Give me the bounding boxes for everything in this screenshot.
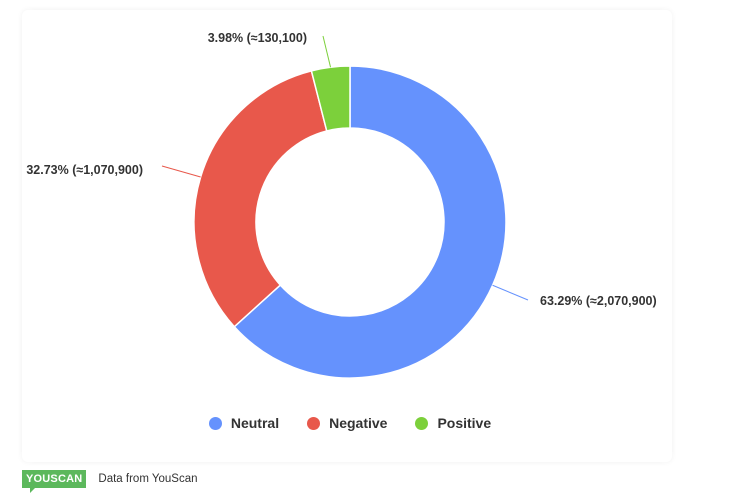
slice-neutral[interactable] (233, 65, 507, 379)
slices-group (193, 65, 507, 379)
legend-dot-negative (307, 416, 321, 430)
legend-label-neutral: Neutral (230, 415, 280, 431)
data-label-positive: 3.98% (≈130,100) (208, 31, 307, 45)
connector-positive (322, 35, 332, 68)
slice-positive[interactable] (310, 65, 351, 132)
connector-negative (161, 165, 201, 178)
source-text: Data from YouScan (98, 473, 198, 485)
legend-dot-positive (415, 416, 429, 430)
legend-label-negative: Negative (329, 415, 388, 431)
legend-item-negative[interactable]: Negative (307, 415, 387, 431)
labels-group: 63.29% (≈2,070,900) 32.73% (≈1,070,900) 3.… (26, 31, 656, 308)
connector-neutral (492, 284, 529, 301)
data-label-neutral: 63.29% (≈2,070,900) (540, 294, 657, 308)
legend: Neutral Negative Positive (0, 415, 700, 431)
data-label-negative: 32.73% (≈1,070,900) (26, 163, 143, 177)
slice-negative[interactable] (193, 69, 328, 328)
legend-item-neutral[interactable]: Neutral (208, 415, 280, 431)
legend-label-positive: Positive (437, 415, 492, 431)
youscan-logo: YOUSCAN (22, 470, 87, 493)
footer: YOUSCAN Data from YouScan (22, 470, 198, 493)
legend-dot-neutral (208, 416, 222, 430)
legend-item-positive[interactable]: Positive (415, 415, 491, 431)
